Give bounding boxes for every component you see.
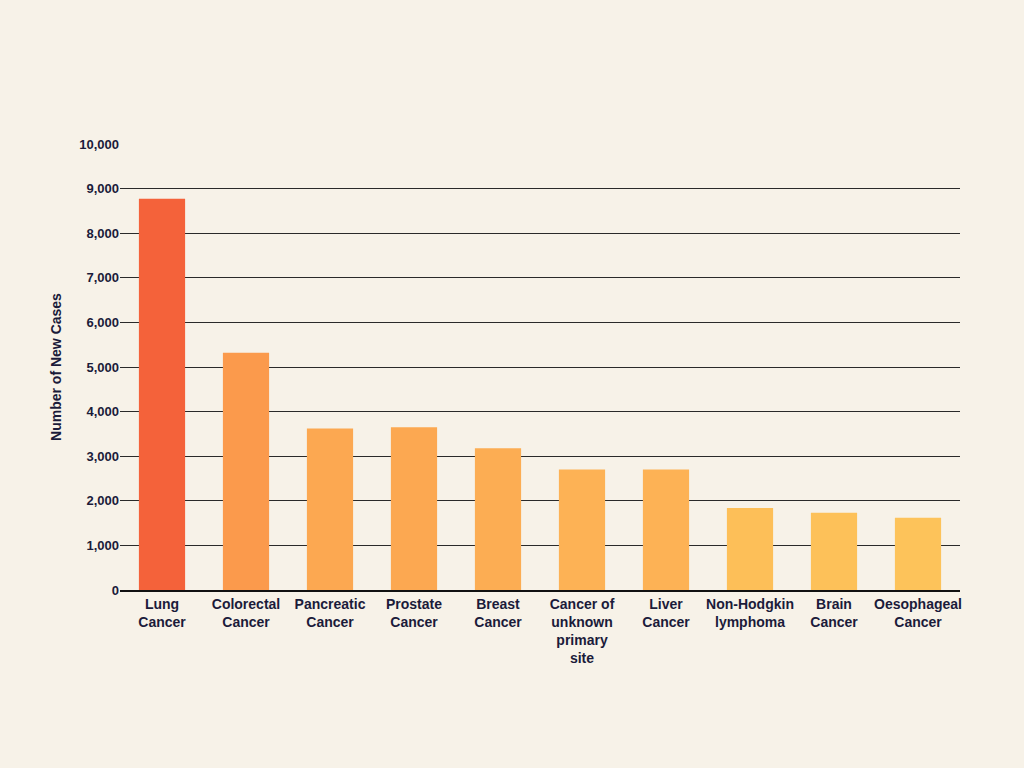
svg-text:1,000: 1,000 xyxy=(86,538,119,553)
svg-text:5,000: 5,000 xyxy=(86,360,119,375)
svg-text:0: 0 xyxy=(112,583,119,598)
svg-text:LungCancer: LungCancer xyxy=(138,596,186,630)
svg-text:Number of New Cases: Number of New Cases xyxy=(48,293,64,441)
svg-text:LiverCancer: LiverCancer xyxy=(642,596,690,630)
svg-text:OesophagealCancer: OesophagealCancer xyxy=(874,596,962,630)
svg-text:ColorectalCancer: ColorectalCancer xyxy=(212,596,280,630)
svg-text:ProstateCancer: ProstateCancer xyxy=(386,596,442,630)
svg-text:4,000: 4,000 xyxy=(86,404,119,419)
svg-text:6,000: 6,000 xyxy=(86,315,119,330)
svg-text:Cancer ofunknownprimarysite: Cancer ofunknownprimarysite xyxy=(550,596,615,667)
svg-text:7,000: 7,000 xyxy=(86,270,119,285)
svg-text:PancreaticCancer: PancreaticCancer xyxy=(295,596,366,630)
svg-text:8,000: 8,000 xyxy=(86,226,119,241)
svg-text:BrainCancer: BrainCancer xyxy=(810,596,858,630)
svg-text:BreastCancer: BreastCancer xyxy=(474,596,522,630)
svg-text:Non-Hodgkinlymphoma: Non-Hodgkinlymphoma xyxy=(706,596,794,630)
svg-text:2,000: 2,000 xyxy=(86,493,119,508)
svg-text:10,000: 10,000 xyxy=(79,137,119,152)
svg-text:3,000: 3,000 xyxy=(86,449,119,464)
svg-text:9,000: 9,000 xyxy=(86,181,119,196)
